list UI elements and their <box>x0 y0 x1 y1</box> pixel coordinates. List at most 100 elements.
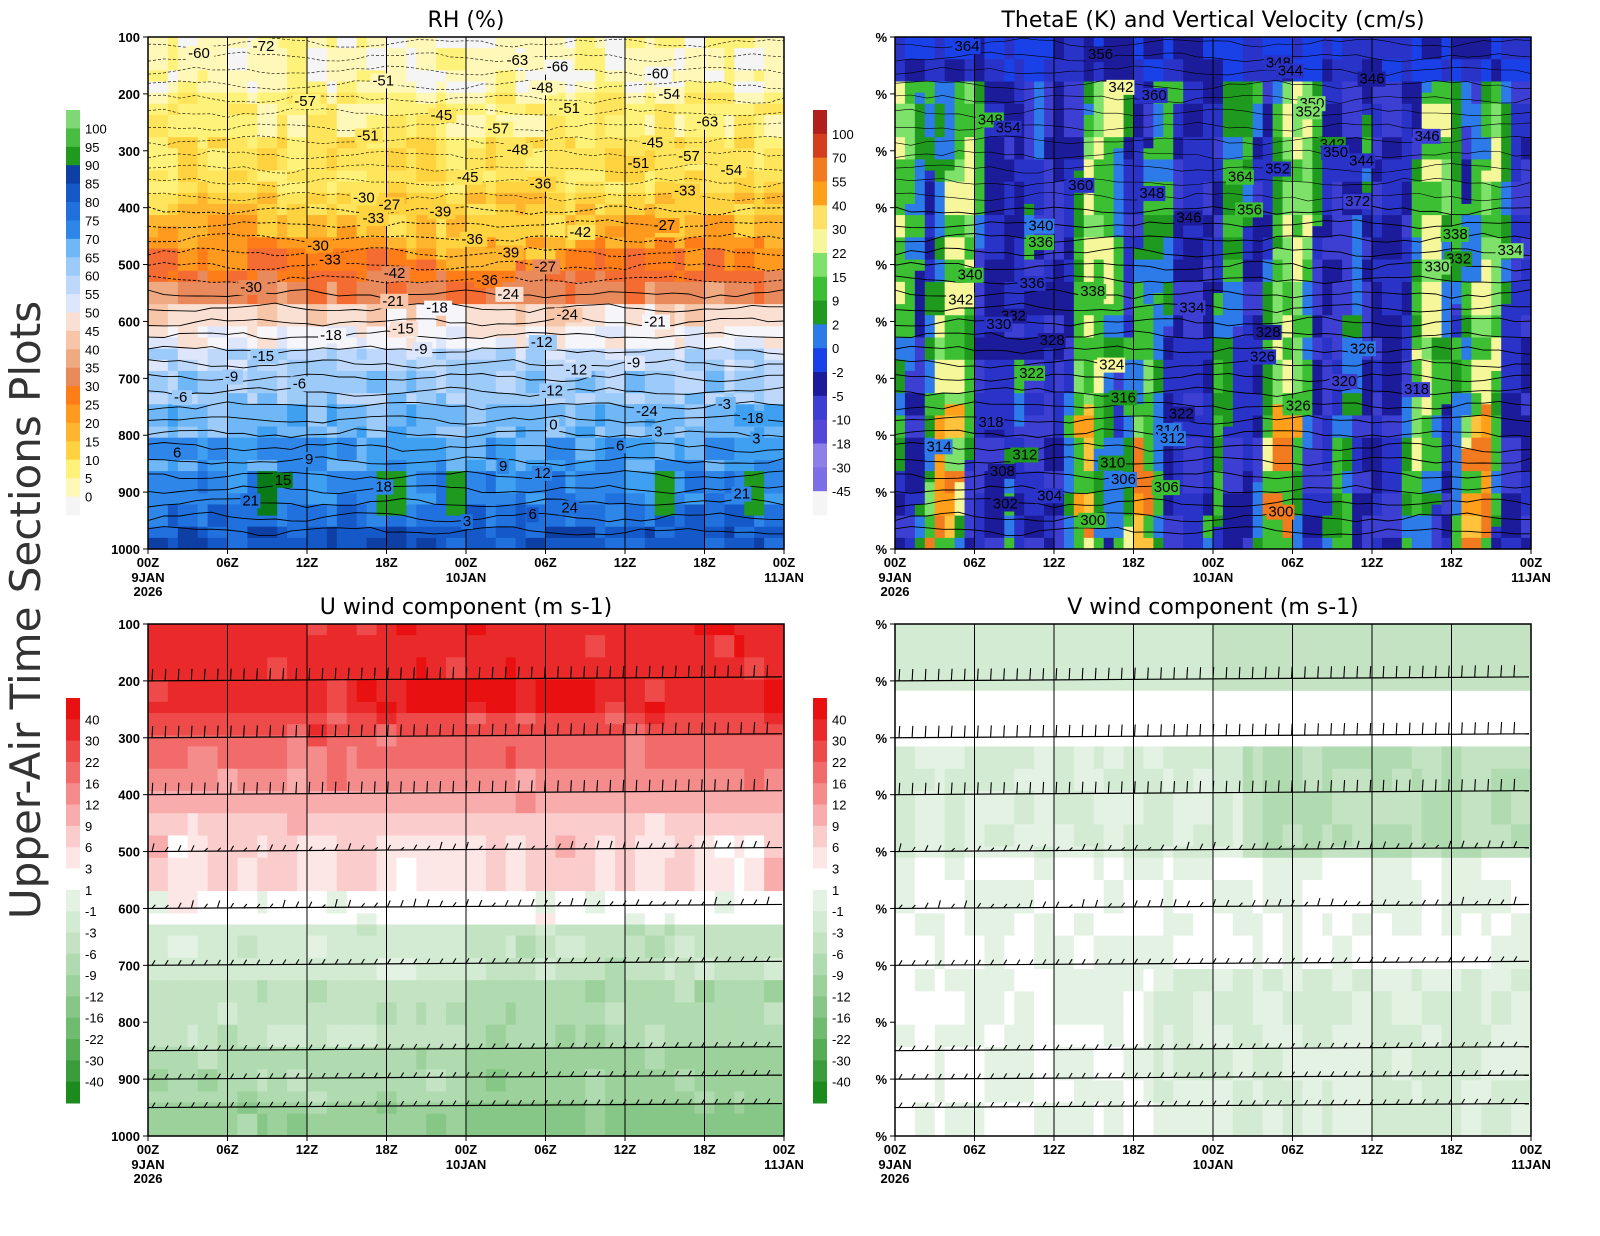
rh-contour-label: -12 <box>531 334 553 351</box>
rh-cell <box>595 148 606 161</box>
thetae-cell <box>994 326 1005 339</box>
thetae-cell <box>1232 181 1244 194</box>
rh-cell <box>684 126 696 138</box>
rh-cell <box>625 437 636 450</box>
thetae-cell <box>954 159 966 172</box>
rh-cell <box>654 281 666 294</box>
rh-cell <box>754 448 765 461</box>
rh-cell <box>535 404 547 417</box>
thetae-cell <box>1193 471 1204 483</box>
thetae-cell <box>1193 114 1204 127</box>
rh-cell <box>625 48 636 60</box>
rh-cell <box>197 259 209 272</box>
rh-cell <box>684 304 696 316</box>
rh-cell <box>634 437 646 450</box>
rh-cell <box>336 237 348 250</box>
rh-cell <box>167 203 179 216</box>
rh-cell <box>237 248 248 261</box>
rh-cell <box>247 359 258 372</box>
rh-cell <box>475 203 487 216</box>
thetae-cell <box>1054 326 1065 339</box>
rh-cell <box>197 526 209 539</box>
thetae-cell <box>1222 203 1234 216</box>
rh-cell <box>346 259 358 272</box>
thetae-cell <box>1014 148 1025 161</box>
rh-cell <box>237 237 248 250</box>
rh-cell <box>436 170 447 183</box>
rh-cell <box>267 293 278 305</box>
thetae-cell <box>1044 537 1055 550</box>
thetae-cell <box>1063 48 1075 60</box>
rh-cell <box>555 203 566 216</box>
rh-cell <box>475 126 487 138</box>
rh-cell <box>267 148 278 161</box>
rh-cell <box>227 326 239 339</box>
thetae-cell <box>1222 259 1234 272</box>
thetae-cell <box>1123 48 1135 60</box>
rh-cell <box>187 270 199 283</box>
rh-cell <box>297 448 308 461</box>
rh-cell <box>714 315 725 327</box>
rh-cell <box>674 382 686 394</box>
rh-cell <box>625 370 636 383</box>
rh-contour-label-bg <box>317 252 346 268</box>
rh-cell <box>257 103 268 116</box>
rh-cell <box>376 59 388 71</box>
thetae-cell <box>964 370 976 383</box>
thetae-cell <box>1103 370 1115 383</box>
thetae-cell <box>974 382 986 394</box>
rh-cell <box>674 170 686 183</box>
rh-cell <box>267 493 278 506</box>
rh-cell <box>346 359 358 372</box>
rh-cell <box>326 370 338 383</box>
rh-cell <box>674 393 686 405</box>
rh-cell <box>466 159 477 172</box>
thetae-cell <box>1133 270 1145 283</box>
thetae-cell <box>924 493 936 506</box>
rh-cell <box>386 237 398 250</box>
thetae-cell <box>904 526 916 539</box>
rh-cell <box>177 237 189 250</box>
rh-cell <box>386 437 398 450</box>
rh-contour-labels: -72-60 -63 -66 -60-51 -48 -54-57 -51-45 -63-57-… <box>170 38 768 530</box>
rh-cell <box>485 493 497 506</box>
rh-cell <box>416 114 427 127</box>
rh-cell <box>406 448 417 461</box>
rh-cell <box>277 148 288 161</box>
thetae-cell <box>1173 181 1184 194</box>
rh-cell <box>287 126 298 138</box>
thetae-cell <box>954 537 966 550</box>
thetae-cell <box>1203 181 1214 194</box>
thetae-cell <box>1193 404 1204 417</box>
thetae-cell <box>1153 315 1164 327</box>
thetae-cell <box>1034 203 1045 216</box>
rh-cell <box>307 203 318 216</box>
rh-cell <box>227 426 239 439</box>
thetae-cell <box>1262 48 1274 60</box>
rh-cell <box>197 326 209 339</box>
rh-cell <box>217 348 229 361</box>
thetae-cell <box>1093 315 1105 327</box>
rh-cell <box>585 126 596 138</box>
thetae-cell <box>1004 537 1015 550</box>
thetae-cell <box>1222 471 1234 483</box>
rh-cell <box>585 148 596 161</box>
rh-cell <box>297 326 308 339</box>
rh-cell <box>734 59 745 71</box>
thetae-cell <box>984 137 995 149</box>
thetae-cell <box>1272 337 1284 350</box>
rh-cell <box>674 48 686 60</box>
rh-cell <box>227 537 239 550</box>
rh-cell <box>297 270 308 283</box>
rh-cell <box>515 404 527 417</box>
rh-cell <box>277 215 288 227</box>
thetae-cell <box>1232 471 1244 483</box>
rh-cell <box>724 326 735 339</box>
rh-cell <box>187 515 199 528</box>
rh-cell <box>744 159 755 172</box>
rh-cell <box>545 92 557 105</box>
rh-cell <box>277 404 288 417</box>
rh-cell <box>714 226 725 238</box>
rh-cell <box>217 537 229 550</box>
thetae-cell <box>1203 237 1214 250</box>
